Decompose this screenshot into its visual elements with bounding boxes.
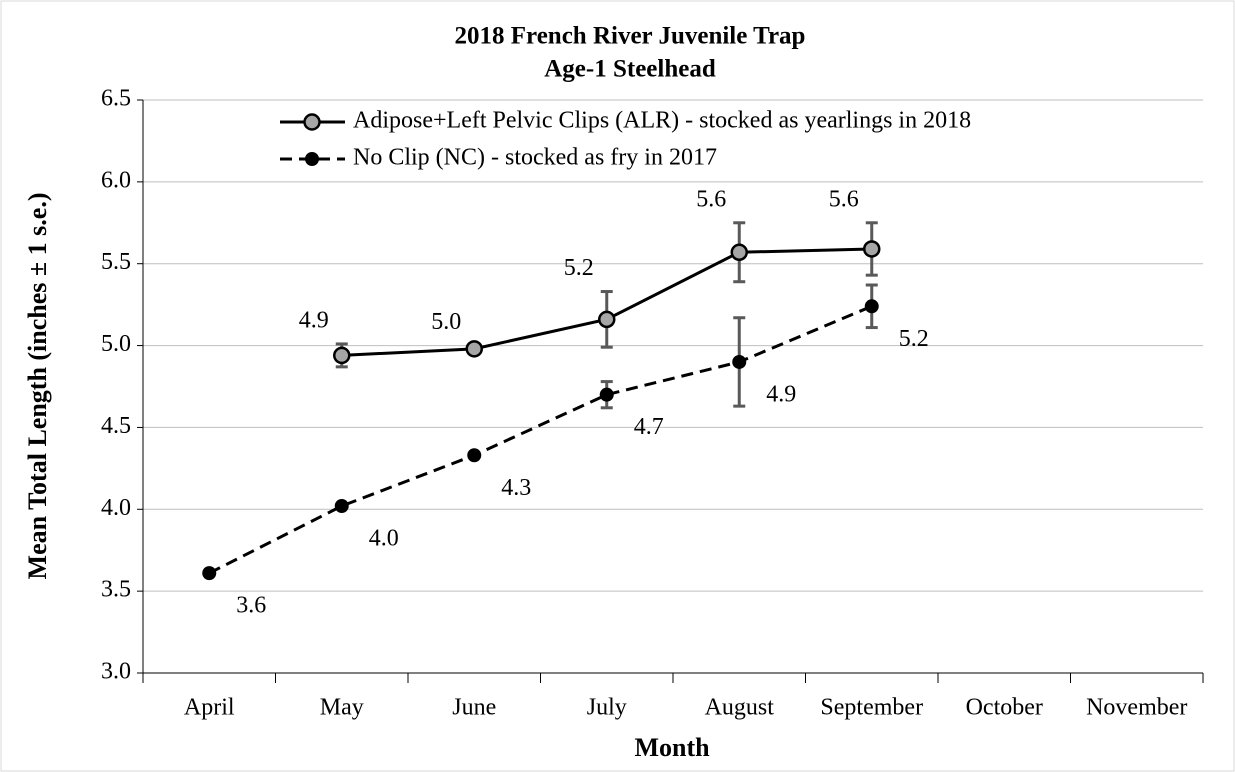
x-tick-label: October bbox=[966, 695, 1043, 721]
x-tick-label: July bbox=[587, 695, 627, 721]
x-axis-label: Month bbox=[634, 733, 710, 762]
x-tick-label: June bbox=[452, 695, 496, 721]
y-tick-label: 5.5 bbox=[101, 249, 131, 275]
x-tick-label: September bbox=[820, 695, 923, 721]
data-label: 5.6 bbox=[696, 186, 726, 212]
marker bbox=[730, 243, 748, 262]
marker bbox=[732, 354, 747, 369]
legend-label: Adipose+Left Pelvic Clips (ALR) - stocke… bbox=[353, 108, 971, 134]
series-line bbox=[208, 304, 873, 575]
data-label: 3.6 bbox=[236, 593, 266, 619]
marker bbox=[465, 340, 483, 358]
chart-subtitle: Age-1 Steelhead bbox=[544, 56, 716, 83]
marker bbox=[334, 499, 349, 514]
data-label: 5.2 bbox=[899, 326, 929, 352]
marker bbox=[202, 566, 217, 581]
data-label: 5.0 bbox=[431, 309, 461, 335]
x-tick-label: May bbox=[320, 695, 364, 721]
marker bbox=[599, 387, 614, 402]
chart-title: 2018 French River Juvenile Trap bbox=[455, 23, 806, 50]
marker bbox=[333, 346, 351, 365]
x-tick-label: August bbox=[705, 695, 775, 721]
data-label: 5.6 bbox=[829, 186, 859, 212]
y-axis-label: Mean Total Length (inches ± 1 s.e.) bbox=[23, 193, 52, 580]
data-label: 4.0 bbox=[369, 526, 399, 552]
y-tick-label: 5.0 bbox=[101, 331, 131, 357]
x-tick-label: April bbox=[184, 695, 235, 721]
data-label: 5.2 bbox=[564, 255, 594, 281]
y-tick-label: 3.0 bbox=[101, 659, 131, 685]
marker bbox=[863, 240, 881, 258]
y-tick-label: 4.5 bbox=[101, 413, 131, 439]
y-tick-label: 6.5 bbox=[101, 86, 131, 112]
data-label: 4.7 bbox=[634, 414, 664, 440]
legend-label: No Clip (NC) - stocked as fry in 2017 bbox=[353, 145, 717, 171]
marker bbox=[467, 448, 482, 463]
data-label: 4.3 bbox=[501, 475, 531, 501]
y-tick-label: 4.0 bbox=[101, 495, 131, 521]
marker bbox=[864, 299, 879, 314]
legend-marker bbox=[303, 113, 321, 131]
marker bbox=[598, 310, 616, 329]
y-tick-label: 6.0 bbox=[101, 167, 131, 193]
data-label: 4.9 bbox=[766, 381, 796, 407]
legend-marker bbox=[305, 152, 319, 166]
x-tick-label: November bbox=[1086, 695, 1187, 721]
y-tick-label: 3.5 bbox=[101, 577, 131, 603]
data-label: 4.9 bbox=[299, 307, 329, 333]
